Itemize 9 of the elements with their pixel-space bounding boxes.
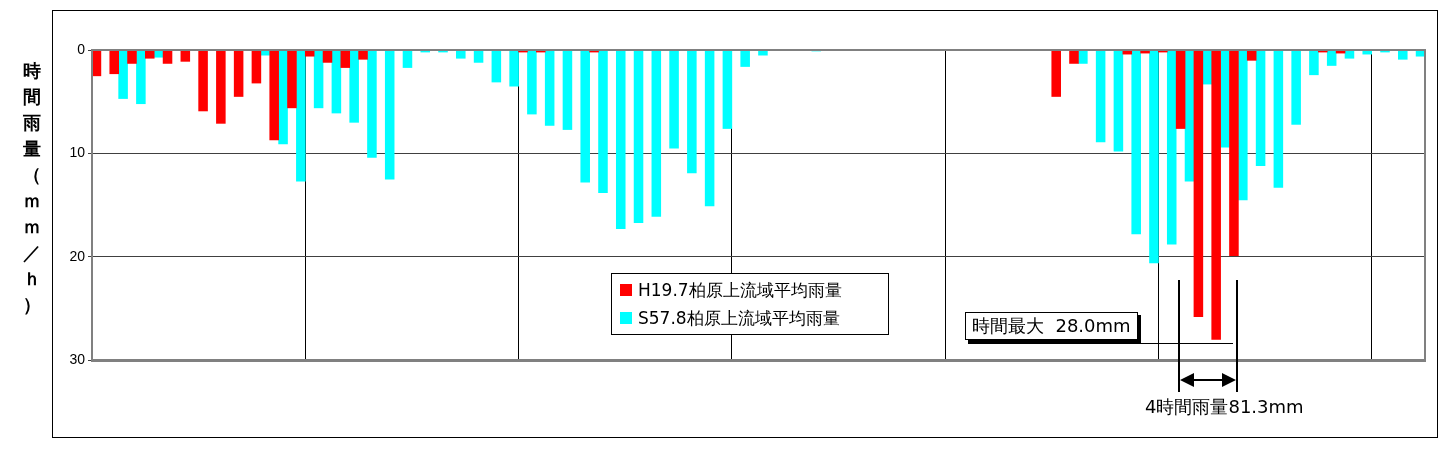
text: 4時間雨量81.3mm bbox=[1145, 395, 1304, 419]
annotation: 時間最大 28.0mm bbox=[965, 312, 1138, 340]
text: 時間雨量（ｍｍ／ｈ） bbox=[23, 60, 41, 315]
y-tick-label: 10 bbox=[69, 144, 86, 161]
y-tick-label: 20 bbox=[69, 247, 86, 264]
y-tick-label: 0 bbox=[77, 40, 86, 57]
y-tick-label: 30 bbox=[69, 350, 86, 367]
legend-label: S57.8柏原上流域平均雨量 bbox=[638, 306, 840, 330]
legend-label: H19.7柏原上流域平均雨量 bbox=[638, 278, 842, 302]
